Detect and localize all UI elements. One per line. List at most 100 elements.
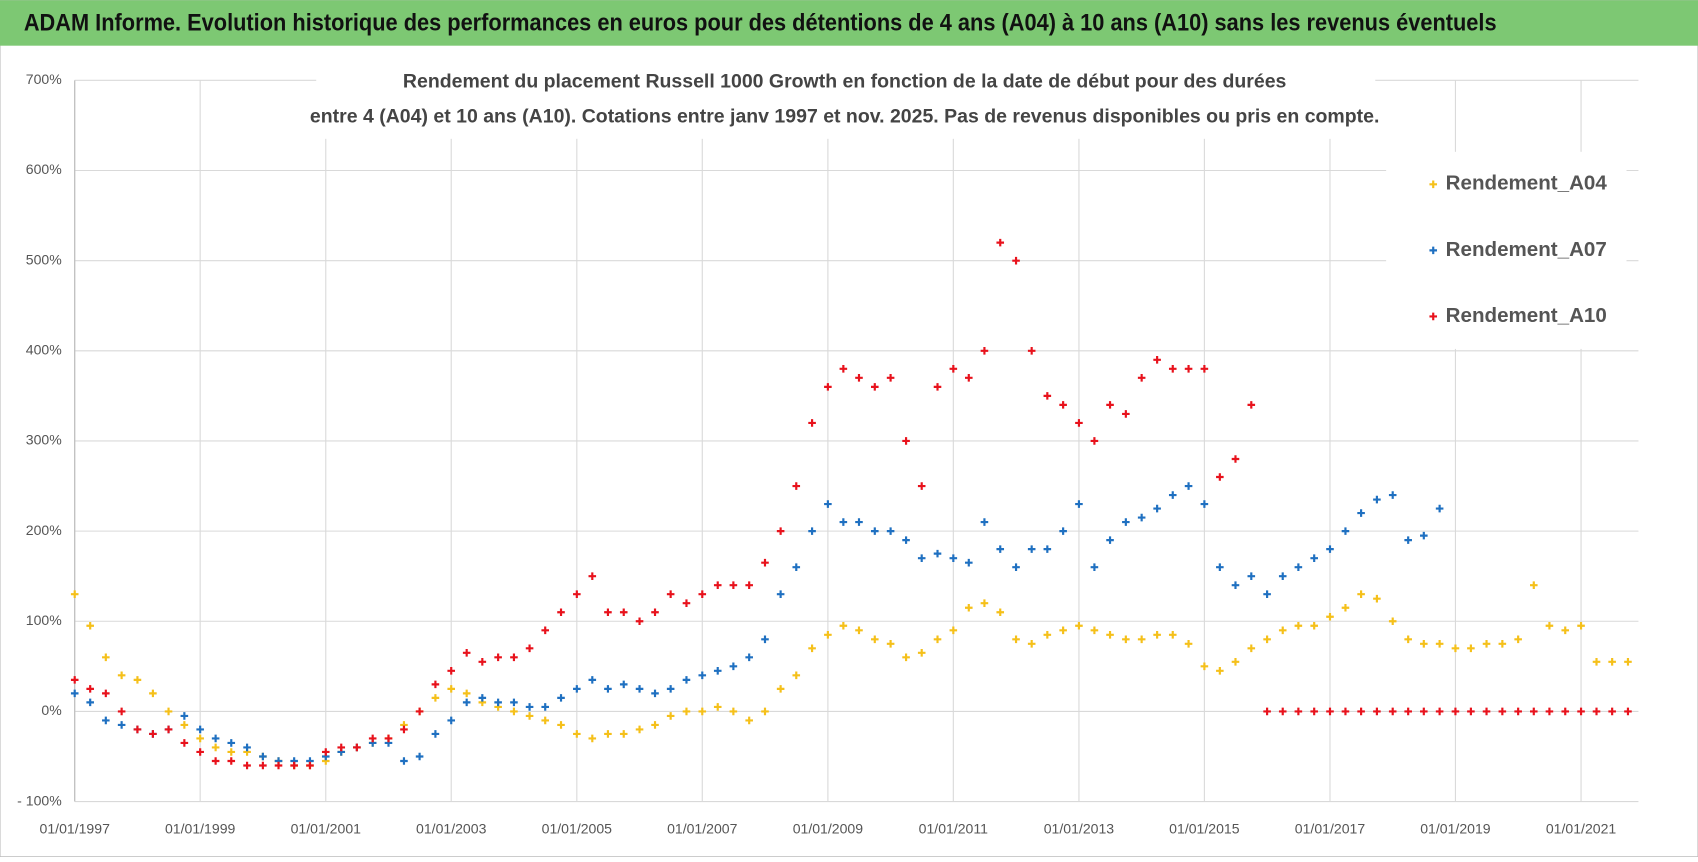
- point: [604, 730, 612, 738]
- point: [682, 707, 691, 716]
- point: [682, 599, 691, 608]
- point: [1529, 581, 1538, 589]
- point: [243, 761, 251, 770]
- point: [682, 676, 691, 684]
- point: [1137, 374, 1146, 382]
- point: [729, 707, 738, 716]
- point: [573, 590, 581, 599]
- point: [149, 730, 157, 738]
- point: [761, 558, 769, 567]
- point: [917, 554, 926, 562]
- point: [1231, 455, 1240, 463]
- title-box: [316, 67, 1376, 139]
- point: [1231, 658, 1240, 666]
- point: [996, 608, 1005, 617]
- point: [1059, 626, 1067, 635]
- point: [164, 725, 173, 734]
- point: [792, 482, 801, 490]
- point: [902, 437, 910, 445]
- point: [1200, 500, 1209, 508]
- legend-box: [1386, 151, 1627, 349]
- x-tick-label: 01/01/2021: [1546, 820, 1617, 836]
- point: [1122, 410, 1130, 418]
- point: [196, 725, 204, 734]
- point: [1184, 482, 1193, 490]
- point: [808, 419, 816, 427]
- point: [541, 626, 550, 635]
- point: [1326, 612, 1334, 621]
- point: [1012, 635, 1020, 644]
- point: [980, 518, 989, 526]
- point: [1168, 630, 1177, 639]
- point: [1498, 640, 1507, 648]
- point: [761, 635, 769, 644]
- y-tick-label: 500%: [26, 251, 62, 267]
- y-tick-label: 400%: [26, 342, 62, 358]
- point: [886, 374, 895, 382]
- point: [573, 730, 581, 738]
- point: [243, 743, 251, 752]
- point: [1294, 707, 1303, 716]
- point: [871, 383, 879, 391]
- point: [117, 671, 126, 680]
- point: [1310, 554, 1318, 562]
- chart-title: entre 4 (A04) et 10 ans (A10). Cotations…: [310, 105, 1379, 127]
- legend-label: Rendement_A07: [1446, 238, 1607, 261]
- point: [588, 734, 597, 743]
- x-tick-label: 01/01/2019: [1420, 820, 1491, 836]
- point: [1341, 527, 1350, 535]
- x-tick-label: 01/01/2013: [1044, 820, 1115, 836]
- x-tick-label: 01/01/2007: [667, 820, 738, 836]
- point: [180, 739, 189, 747]
- point: [227, 739, 236, 747]
- point: [588, 572, 597, 580]
- point: [415, 752, 424, 761]
- point: [1357, 707, 1365, 716]
- point: [886, 527, 895, 535]
- point: [447, 685, 456, 693]
- point: [259, 752, 267, 761]
- point: [227, 757, 236, 765]
- point: [1357, 590, 1365, 599]
- point: [1090, 437, 1099, 445]
- point: [180, 712, 189, 720]
- point: [1247, 644, 1256, 653]
- point: [1075, 419, 1083, 427]
- point: [1168, 491, 1177, 499]
- point: [86, 621, 94, 630]
- point: [321, 748, 330, 756]
- point: [149, 689, 157, 698]
- point: [713, 703, 722, 711]
- point: [1043, 630, 1052, 639]
- point: [666, 590, 675, 599]
- point: [745, 653, 753, 662]
- point: [290, 761, 298, 770]
- point: [619, 680, 628, 689]
- point: [824, 500, 832, 508]
- point: [525, 703, 534, 711]
- point: [1247, 572, 1256, 580]
- point: [1075, 500, 1083, 508]
- point: [86, 698, 94, 707]
- point: [557, 608, 565, 617]
- point: [1294, 563, 1303, 571]
- point: [211, 757, 220, 765]
- point: [698, 671, 707, 680]
- point: [1373, 495, 1381, 504]
- point: [1388, 707, 1397, 716]
- point: [478, 694, 487, 702]
- point: [1326, 545, 1334, 553]
- x-tick-label: 01/01/2005: [542, 820, 613, 836]
- point: [1012, 563, 1020, 571]
- point: [808, 644, 816, 653]
- point: [1278, 626, 1287, 635]
- point: [1153, 504, 1161, 513]
- point: [196, 748, 204, 756]
- point: [525, 644, 534, 653]
- point: [510, 707, 518, 716]
- point: [1043, 545, 1052, 553]
- point: [1467, 644, 1475, 653]
- point: [368, 734, 377, 743]
- point: [949, 626, 958, 635]
- point: [1420, 640, 1428, 648]
